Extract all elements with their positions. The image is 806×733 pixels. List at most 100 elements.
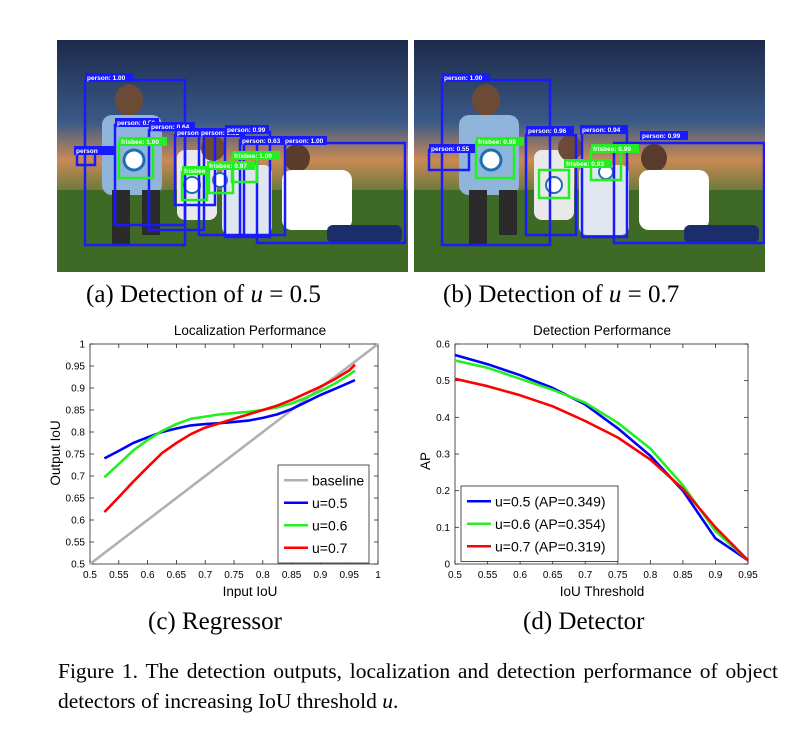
y-tick-label: 0 [444, 560, 450, 571]
legend: baseline u=0.5 u=0.6 u=0.7 [277, 464, 370, 564]
x-tick-label: 0.8 [643, 570, 657, 581]
y-tick-label: 0.95 [66, 362, 86, 373]
y-tick-label: 0.9 [71, 384, 85, 395]
series-line-2 [454, 377, 749, 562]
y-tick-label: 0.7 [71, 472, 85, 483]
detection-label: frisbee: 0.97 [209, 163, 247, 170]
detection-labels-a: person: 1.00 person: 0.56 person: 0.64 p… [74, 73, 327, 175]
detection-label: person: 0.55 [431, 146, 470, 153]
detection-label: person: 1.00 [87, 75, 126, 82]
detection-label: person: 0.63 [242, 138, 281, 145]
x-tick-label: 0.7 [578, 570, 592, 581]
sublabel-a: (a) Detection of u = 0.5 [86, 281, 321, 309]
plot-area: 0.5 0.55 0.6 0.65 0.7 0.75 0.8 0.85 0.9 0.95 1 0.5 0… [66, 340, 382, 582]
sublabel-b-prefix: (b) Detection of [443, 281, 603, 308]
x-tick-label: 0.8 [256, 570, 270, 581]
y-tick-label: 0.4 [436, 413, 450, 424]
sublabel-a-value: = 0.5 [263, 281, 321, 308]
legend-label: u=0.6 [312, 517, 348, 533]
caption-end: . [392, 689, 399, 713]
figure-caption: Figure 1. The detection outputs, localiz… [58, 656, 778, 716]
person-leg [327, 225, 402, 243]
series-line-2 [103, 369, 356, 479]
frisbee-disc [212, 172, 228, 188]
chart-title: Localization Performance [174, 323, 326, 338]
legend-label: u=0.6 (AP=0.354) [495, 516, 606, 532]
x-tick-label: 0.55 [478, 570, 498, 581]
detection-label: person: 0.96 [528, 128, 567, 135]
detection-label: frisbee: 0.99 [593, 146, 631, 153]
person-leg [142, 190, 160, 235]
detection-label: person [76, 148, 98, 155]
detection-label: frisbee: 0.93 [566, 161, 604, 168]
legend-label: u=0.5 (AP=0.349) [495, 493, 606, 509]
frisbee-disc [183, 176, 201, 194]
legend-label: u=0.7 [312, 540, 348, 556]
sublabel-c: (c) Regressor [148, 608, 282, 635]
x-tick-label: 0.9 [708, 570, 722, 581]
x-tick-label: 0.65 [167, 570, 187, 581]
x-tick-label: 0.7 [198, 570, 212, 581]
person-body [639, 170, 709, 230]
detection-label: frisbee: 1.00 [121, 139, 159, 146]
localization-chart: Localization Performance 0.5 0.55 0.6 0.65 0… [48, 323, 382, 598]
series-line-1 [103, 378, 356, 460]
legend-label: u=0.5 [312, 495, 348, 511]
chart-title: Detection Performance [533, 323, 671, 338]
x-tick-label: 0.85 [282, 570, 302, 581]
detection-labels-b: person: 1.00 person: 0.55 person: 0.96 p… [429, 73, 688, 168]
x-tick-label: 0.95 [738, 570, 758, 581]
x-tick-label: 1 [375, 570, 381, 581]
detection-label: person: 0.7 [177, 130, 212, 137]
x-tick-label: 0.5 [83, 570, 97, 581]
y-tick-label: 0.5 [436, 376, 450, 387]
detection-label: frisbee: 0.98 [478, 139, 516, 146]
detection-label: person: 0.56 [117, 120, 156, 127]
y-tick-label: 0.1 [436, 523, 450, 534]
detection-photo-b: person: 1.00 person: 0.55 person: 0.96 p… [414, 40, 765, 272]
person-head [201, 135, 225, 161]
person-leg [499, 190, 517, 235]
x-tick-label: 0.65 [543, 570, 563, 581]
sublabel-b: (b) Detection of u = 0.7 [443, 281, 679, 309]
detection-scene-a: person: 1.00 person: 0.56 person: 0.64 p… [57, 40, 408, 272]
detection-label: person: 0.64 [151, 124, 190, 131]
x-tick-label: 0.75 [608, 570, 628, 581]
detection-label: person: 0.99 [642, 133, 681, 140]
y-tick-label: 0.8 [71, 428, 85, 439]
x-tick-label: 0.75 [224, 570, 244, 581]
person-boxes [427, 78, 765, 247]
person-body [222, 165, 272, 235]
y-tick-label: 0.2 [436, 486, 450, 497]
x-tick-label: 0.5 [448, 570, 462, 581]
x-axis-label: Input IoU [223, 584, 278, 598]
sublabel-b-var: u [608, 281, 622, 308]
detection-label: person: 1.00 [285, 138, 324, 145]
x-tick-label: 0.6 [513, 570, 527, 581]
detection-scene-b: person: 1.00 person: 0.55 person: 0.96 p… [414, 40, 765, 272]
y-tick-label: 0.5 [71, 560, 85, 571]
detection-label: frisbee [184, 168, 206, 175]
person-leg [469, 190, 487, 245]
detection-label: person: 1.00 [444, 75, 483, 82]
y-tick-label: 0.75 [66, 450, 86, 461]
person-leg [112, 190, 130, 245]
y-axis-label: AP [418, 452, 433, 470]
x-tick-label: 0.55 [109, 570, 129, 581]
y-tick-label: 0.85 [66, 406, 86, 417]
detection-label: person: 0.94 [582, 127, 621, 134]
x-tick-label: 0.95 [339, 570, 359, 581]
caption-var: u [382, 689, 393, 713]
y-tick-label: 0.6 [436, 340, 450, 351]
sublabel-a-var: u [250, 281, 264, 308]
person-head [284, 144, 310, 172]
y-axis-label: Output IoU [48, 420, 63, 485]
legend: u=0.5 (AP=0.349) u=0.6 (AP=0.354) u=0.7 (A… [460, 485, 619, 562]
y-tick-label: 0.3 [436, 450, 450, 461]
frisbee-disc [545, 176, 563, 194]
sublabel-a-prefix: (a) Detection of [86, 281, 245, 308]
series-line-0 [454, 353, 749, 562]
person-body [282, 170, 352, 230]
detection-chart: Detection Performance 0.5 0.55 0.6 0.65 0.7 0… [418, 323, 758, 598]
person-leg [684, 225, 759, 243]
